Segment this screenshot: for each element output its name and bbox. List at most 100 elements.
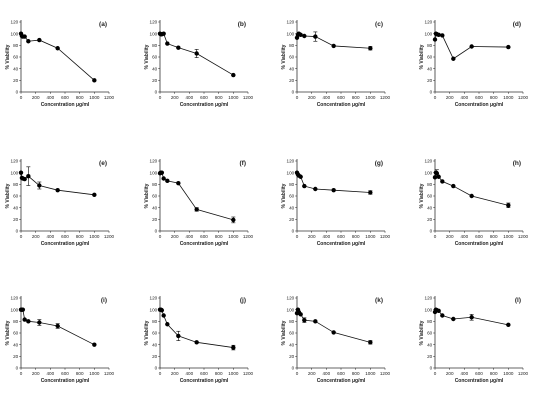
data-point [331,330,336,335]
y-tick-label: 60 [13,194,19,199]
data-point [176,180,181,186]
data-point [451,56,456,61]
y-tick-label: 40 [289,205,295,210]
x-tick-label: 600 [337,371,345,376]
y-tick-label: 80 [152,43,158,48]
y-axis-title: % Viability [5,320,11,345]
y-tick-label: 120 [425,296,433,301]
x-axis-title: Concentration μg/ml [317,102,366,108]
panel-label: (g) [375,160,383,167]
x-tick-label: 200 [32,371,40,376]
y-axis-title: % Viability [281,44,287,69]
y-axis-title: % Viability [281,320,287,345]
panel-label: (j) [240,297,246,304]
data-point [506,322,511,328]
data-point [469,315,474,320]
y-tick-label: 100 [287,307,295,312]
data-point [161,31,166,36]
data-point [313,186,318,192]
y-tick-label: 120 [287,20,295,25]
data-point [368,46,373,51]
data-point [469,193,474,199]
panel-label: (f) [240,160,247,167]
y-tick-label: 120 [287,296,295,301]
y-tick-label: 40 [152,342,158,347]
data-point [436,308,441,314]
x-tick-label: 200 [446,95,454,100]
x-tick-label: 0 [296,234,299,239]
y-tick-label: 60 [152,194,158,199]
y-tick-label: 100 [11,170,19,175]
x-tick-label: 1000 [365,234,376,239]
series-line [20,33,95,81]
y-tick-label: 80 [289,182,295,187]
x-axis-title: Concentration μg/ml [41,241,90,247]
y-axis-title: % Viability [5,183,11,208]
y-tick-label: 20 [289,78,295,83]
x-tick-label: 800 [490,234,498,239]
y-tick-label: 40 [13,66,19,71]
data-point [37,183,42,188]
x-tick-label: 600 [475,234,483,239]
y-tick-label: 100 [425,31,433,36]
x-tick-label: 200 [32,95,40,100]
panel-label: (c) [375,21,383,28]
x-tick-label: 800 [352,371,360,376]
x-tick-label: 600 [61,234,69,239]
x-tick-label: 0 [434,371,437,376]
x-tick-label: 400 [46,371,54,376]
x-tick-label: 1200 [243,234,254,239]
x-axis-title: Concentration μg/ml [455,378,504,384]
y-tick-label: 120 [425,159,433,164]
data-point [26,173,31,179]
data-point [440,33,445,38]
x-tick-label: 0 [296,95,299,100]
x-tick-label: 400 [322,234,330,239]
y-tick-label: 60 [289,55,295,60]
data-point [451,316,456,322]
panel-label: (b) [238,21,246,28]
y-tick-label: 60 [427,331,433,336]
x-tick-label: 1200 [380,371,391,376]
y-tick-label: 80 [13,182,19,187]
data-point [368,190,373,195]
y-tick-label: 40 [152,205,158,210]
x-tick-label: 400 [460,371,468,376]
y-tick-label: 60 [289,331,295,336]
x-tick-label: 800 [76,234,84,239]
y-tick-label: 60 [13,55,19,60]
x-tick-label: 0 [434,95,437,100]
y-tick-label: 60 [13,331,19,336]
x-tick-label: 0 [296,371,299,376]
x-tick-label: 600 [475,371,483,376]
panel-label: (l) [515,297,521,304]
data-point [434,171,440,176]
y-tick-label: 60 [152,55,158,60]
y-tick-label: 40 [427,342,433,347]
x-tick-label: 0 [159,234,162,239]
y-tick-label: 0 [292,229,295,234]
y-tick-label: 40 [427,66,433,71]
x-tick-label: 600 [200,371,208,376]
data-point [432,175,438,180]
x-tick-label: 400 [46,95,54,100]
x-tick-label: 1200 [104,95,115,100]
data-point [161,176,166,181]
y-tick-label: 100 [425,170,433,175]
x-axis-title: Concentration μg/ml [180,102,229,108]
data-point [231,345,236,350]
y-tick-label: 120 [11,296,19,301]
y-tick-label: 120 [287,159,295,164]
y-tick-label: 40 [289,342,295,347]
panel-label: (d) [513,21,521,28]
data-point [176,333,181,339]
x-tick-label: 1000 [503,95,514,100]
y-tick-label: 80 [427,319,433,324]
data-point [231,72,236,78]
data-point [298,312,303,317]
